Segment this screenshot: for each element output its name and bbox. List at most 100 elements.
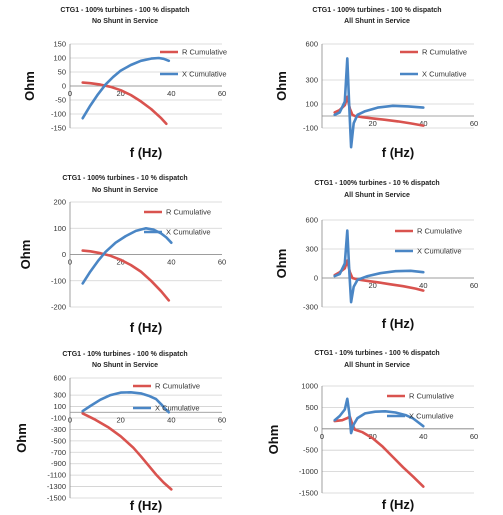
chart-panel: CTG1 - 10% turbines - 100 % dispatch No S… [0,343,251,514]
legend-label: R Cumulative [182,48,227,57]
y-tick-label: 600 [53,374,66,383]
chart-panel: CTG1 - 100% turbines - 100 % dispatch No … [0,0,251,171]
y-tick-label: -100 [51,276,66,285]
legend-label: X Cumulative [422,70,467,79]
y-tick-label: 600 [305,216,318,225]
x-tick-label: 40 [167,415,175,424]
x-axis-label: f (Hz) [382,316,415,331]
y-tick-label: -1000 [299,467,318,476]
series-line [81,412,173,491]
chart-title: CTG1 - 100% turbines - 10 % dispatch [314,180,439,187]
chart-panel: CTG1 - 10% turbines - 100 % dispatch All … [252,343,503,514]
y-tick-label: 0 [314,274,318,283]
y-tick-label: -200 [51,303,66,312]
x-tick-label: 60 [470,432,478,441]
y-axis-label: Ohm [274,71,289,101]
y-tick-label: -500 [51,436,66,445]
legend-label: R Cumulative [417,227,462,236]
chart-subtitle: All Shunt in Service [344,192,410,199]
legend-label: X Cumulative [417,247,462,256]
chart-svg: CTG1 - 10% turbines - 100 % dispatch No S… [14,351,226,513]
x-tick-label: 20 [368,432,376,441]
legend-label: X Cumulative [182,70,227,79]
y-tick-label: 1000 [301,382,318,391]
series-line [81,390,171,414]
x-tick-label: 60 [218,258,226,267]
x-tick-label: 20 [368,281,376,290]
x-tick-label: 40 [167,89,175,98]
y-tick-label: 100 [53,224,66,233]
legend-label: X Cumulative [166,228,211,237]
series-line [81,249,171,302]
y-tick-label: -1100 [47,471,66,480]
y-tick-label: -1500 [299,489,318,498]
y-tick-label: 0 [62,82,66,91]
y-tick-label: -1300 [47,482,66,491]
x-tick-label: 60 [218,89,226,98]
y-tick-label: 300 [305,76,318,85]
chart-svg: CTG1 - 10% turbines - 100 % dispatch All … [266,350,478,512]
y-axis-label: Ohm [22,71,37,101]
x-tick-label: 20 [368,119,376,128]
y-tick-label: -50 [55,96,66,105]
chart-panel: CTG1 - 100% turbines - 100 % dispatch All… [252,0,503,171]
y-tick-label: -100 [303,124,318,133]
y-tick-label: -300 [51,425,66,434]
series-line [81,81,168,126]
x-tick-label: 20 [116,258,124,267]
chart-subtitle: No Shunt in Service [92,362,158,369]
chart-title: CTG1 - 100% turbines - 100 % dispatch [312,7,441,14]
y-tick-label: 150 [53,40,66,49]
chart-title: CTG1 - 10% turbines - 100 % dispatch [314,350,439,357]
chart-title: CTG1 - 10% turbines - 100 % dispatch [62,351,187,358]
series-line [333,95,425,127]
x-tick-label: 40 [167,258,175,267]
y-tick-label: -150 [51,124,66,133]
legend-label: R Cumulative [422,48,467,57]
x-tick-label: 60 [470,119,478,128]
chart-svg: CTG1 - 100% turbines - 10 % dispatch No S… [18,175,226,335]
legend-label: R Cumulative [409,392,454,401]
y-tick-label: -300 [303,303,318,312]
y-tick-label: -1500 [47,494,66,503]
y-tick-label: -700 [51,448,66,457]
series-line [333,415,425,488]
series-line [81,56,171,120]
chart-panel: CTG1 - 100% turbines - 10 % dispatch No S… [0,172,251,343]
series-line [333,397,425,435]
chart-subtitle: All Shunt in Service [344,362,410,369]
chart-subtitle: All Shunt in Service [344,18,410,25]
chart-title: CTG1 - 100% turbines - 100 % dispatch [60,7,189,14]
x-axis-label: f (Hz) [382,497,415,512]
series-line [333,57,425,149]
y-tick-label: 0 [62,250,66,259]
y-tick-label: 100 [53,54,66,63]
legend-label: X Cumulative [155,404,200,413]
y-axis-label: Ohm [266,425,281,455]
x-axis-label: f (Hz) [130,320,163,335]
x-axis-label: f (Hz) [130,145,163,160]
y-tick-label: 200 [53,198,66,207]
y-tick-label: 600 [305,40,318,49]
x-tick-label: 0 [68,258,72,267]
legend-label: R Cumulative [155,382,200,391]
y-axis-label: Ohm [14,423,29,453]
chart-subtitle: No Shunt in Service [92,18,158,25]
x-tick-label: 0 [68,415,72,424]
y-tick-label: 100 [53,402,66,411]
series-line [333,229,425,304]
y-tick-label: 50 [58,68,66,77]
chart-svg: CTG1 - 100% turbines - 100 % dispatch All… [274,7,478,160]
y-tick-label: -500 [303,446,318,455]
chart-svg: CTG1 - 100% turbines - 100 % dispatch No … [22,7,227,160]
legend-label: R Cumulative [166,208,211,217]
x-tick-label: 20 [116,415,124,424]
chart-panel: CTG1 - 100% turbines - 10 % dispatch All … [252,172,503,343]
x-tick-label: 40 [419,119,427,128]
y-tick-label: 0 [314,424,318,433]
y-axis-label: Ohm [274,249,289,279]
x-tick-label: 60 [218,415,226,424]
x-tick-label: 40 [419,281,427,290]
x-tick-label: 0 [68,89,72,98]
y-tick-label: 300 [305,245,318,254]
